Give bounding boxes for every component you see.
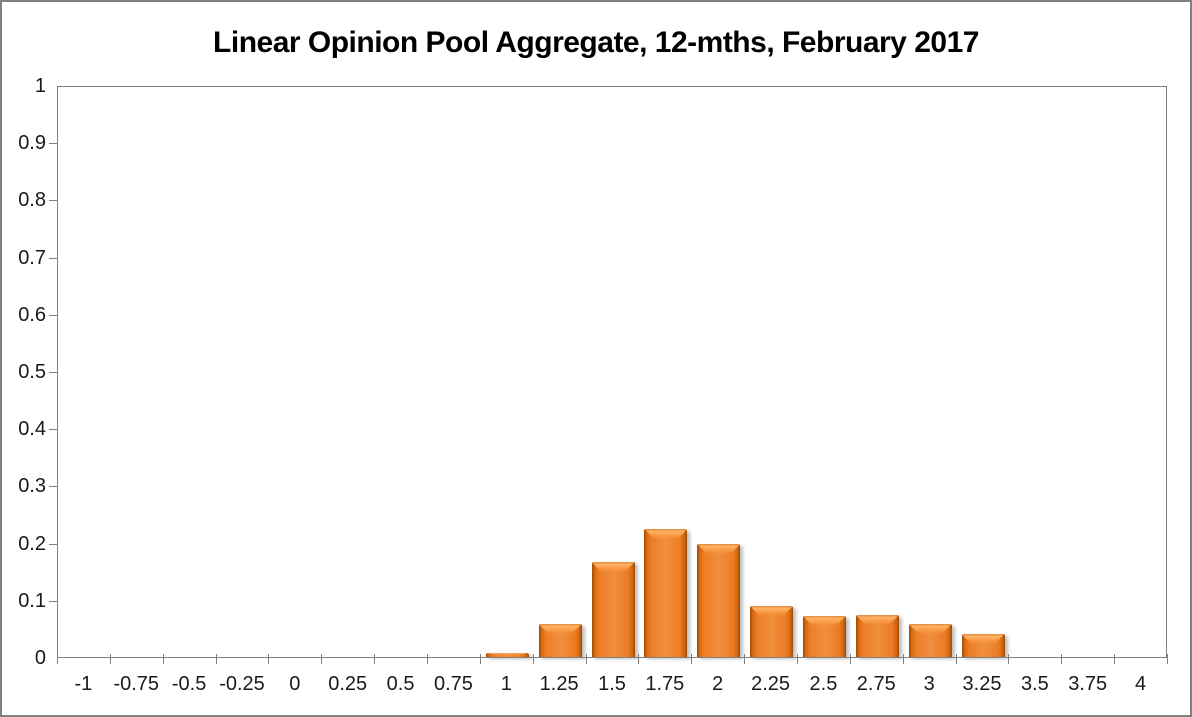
x-tick-mark [850, 654, 851, 664]
x-tick-mark [956, 654, 957, 664]
x-tick-label: 2.25 [751, 673, 791, 695]
x-tick-mark [797, 654, 798, 664]
bar [802, 616, 846, 657]
x-tick-label: 1 [500, 673, 512, 695]
x-tick-label: 0.5 [386, 673, 415, 695]
x-tick-label: 0.25 [328, 673, 368, 695]
x-tick-label: 1.75 [645, 673, 685, 695]
x-tick-label: 1.5 [598, 673, 626, 695]
x-tick-mark [427, 654, 428, 664]
plot-area [57, 86, 1167, 658]
bar [908, 624, 952, 657]
bar [750, 606, 794, 657]
y-tick-mark [49, 429, 57, 430]
x-tick-mark [374, 654, 375, 664]
x-tick-mark [1167, 654, 1168, 664]
x-tick-mark [691, 654, 692, 664]
x-tick-mark [216, 654, 217, 664]
x-tick-label: 1.25 [539, 673, 579, 695]
x-tick-label: -0.5 [171, 673, 207, 695]
x-tick-label: -1 [74, 673, 93, 695]
bar [961, 634, 1005, 657]
bar [538, 624, 582, 657]
y-tick-label: 0.8 [18, 189, 46, 212]
y-tick-label: 0.2 [18, 532, 46, 555]
y-tick-label: 0.5 [18, 361, 46, 383]
y-tick-label: 0.4 [18, 418, 46, 441]
y-tick-label: 0.7 [18, 246, 46, 269]
bar [855, 615, 899, 657]
x-tick-mark [163, 654, 164, 664]
y-tick-label: 0.9 [18, 132, 46, 155]
x-tick-label: -0.75 [113, 673, 160, 695]
x-tick-label: 2.75 [856, 673, 896, 695]
x-tick-mark [480, 654, 481, 664]
x-tick-mark [268, 654, 269, 664]
x-tick-label: -0.25 [219, 673, 265, 695]
y-tick-mark [49, 258, 57, 259]
x-tick-mark [1061, 654, 1062, 664]
x-tick-label: 0.75 [433, 673, 473, 695]
x-tick-mark [321, 654, 322, 664]
y-tick-mark [49, 143, 57, 144]
x-tick-mark [903, 654, 904, 664]
y-tick-mark [49, 372, 57, 373]
y-tick-mark [49, 544, 57, 545]
x-tick-label: 2 [712, 673, 724, 695]
x-tick-label: 3 [923, 673, 935, 695]
bar [591, 562, 635, 657]
x-tick-mark [110, 654, 111, 664]
bar [485, 653, 529, 657]
chart-title: Linear Opinion Pool Aggregate, 12-mths, … [213, 26, 979, 59]
bar [644, 529, 688, 657]
x-tick-mark [638, 654, 639, 664]
y-tick-label: 1 [34, 75, 46, 97]
x-tick-label: 3.5 [1020, 673, 1049, 695]
x-tick-label: 2.5 [809, 673, 838, 695]
y-tick-label: 0 [34, 647, 46, 669]
x-tick-mark [1114, 654, 1115, 664]
x-tick-mark [744, 654, 745, 664]
y-tick-mark [49, 486, 57, 487]
x-tick-mark [586, 654, 587, 664]
y-tick-mark [49, 200, 57, 201]
y-tick-label: 0.3 [18, 475, 46, 498]
y-tick-mark [49, 601, 57, 602]
y-tick-label: 0.1 [18, 589, 46, 612]
x-tick-mark [533, 654, 534, 664]
x-tick-label: 3.75 [1068, 673, 1108, 695]
x-tick-mark [57, 654, 58, 664]
x-tick-label: 3.25 [962, 673, 1002, 695]
bar [697, 544, 741, 657]
y-tick-mark [49, 315, 57, 316]
x-tick-mark [1008, 654, 1009, 664]
x-tick-label: 4 [1135, 673, 1147, 695]
x-tick-label: 0 [289, 673, 301, 695]
y-tick-label: 0.6 [18, 303, 46, 326]
